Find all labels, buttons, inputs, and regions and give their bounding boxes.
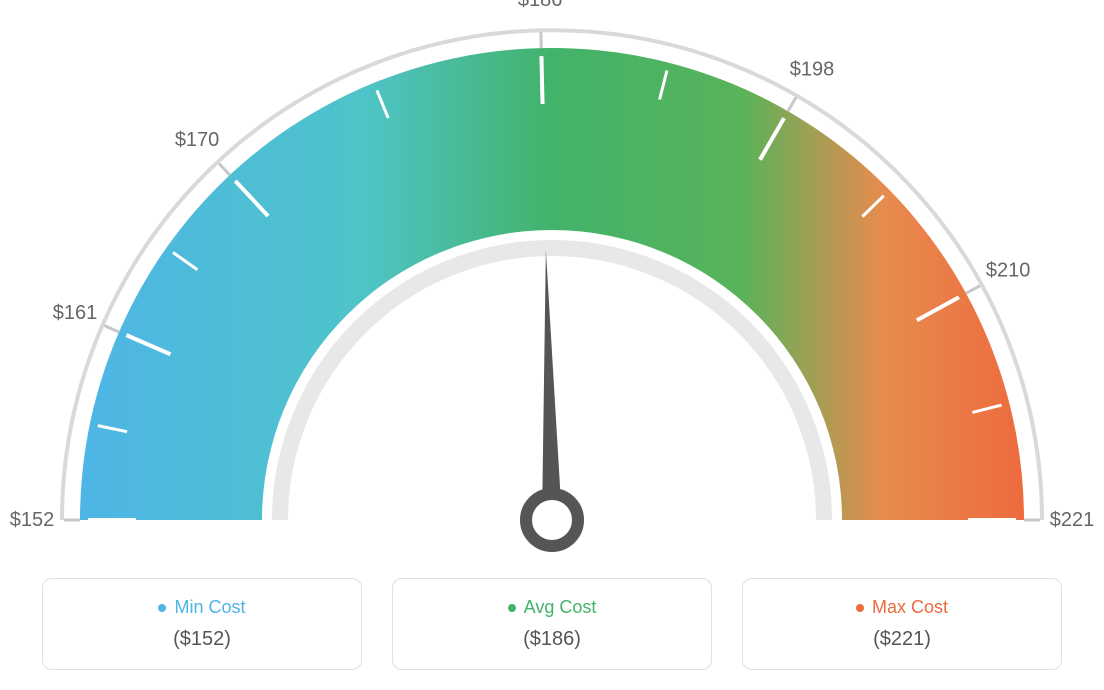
gauge-tick-label: $170 (175, 129, 220, 151)
gauge-tick-label: $210 (986, 259, 1031, 281)
gauge-tick-label: $221 (1050, 509, 1095, 531)
legend-max-value: ($221) (753, 628, 1051, 651)
legend-min-label: Min Cost (158, 597, 245, 618)
gauge-chart: $152 $161 $170 $186 $198 $210 $221 (0, 0, 1104, 560)
legend-avg-box: Avg Cost ($186) (392, 578, 712, 670)
gauge-tick-label: $152 (10, 509, 55, 531)
legend-row: Min Cost ($152) Avg Cost ($186) Max Cost… (0, 578, 1104, 670)
legend-max-label: Max Cost (856, 597, 948, 618)
gauge-svg: $152 $161 $170 $186 $198 $210 $221 (0, 0, 1104, 560)
legend-min-box: Min Cost ($152) (42, 578, 362, 670)
gauge-tick-label: $161 (53, 302, 98, 324)
legend-avg-value: ($186) (403, 628, 701, 651)
legend-avg-text: Avg Cost (524, 597, 597, 618)
legend-max-box: Max Cost ($221) (742, 578, 1062, 670)
legend-avg-label: Avg Cost (508, 597, 597, 618)
legend-max-text: Max Cost (872, 597, 948, 618)
gauge-tick-label: $186 (518, 0, 563, 11)
legend-min-text: Min Cost (174, 597, 245, 618)
legend-min-value: ($152) (53, 628, 351, 651)
gauge-tick-label: $198 (790, 59, 835, 81)
